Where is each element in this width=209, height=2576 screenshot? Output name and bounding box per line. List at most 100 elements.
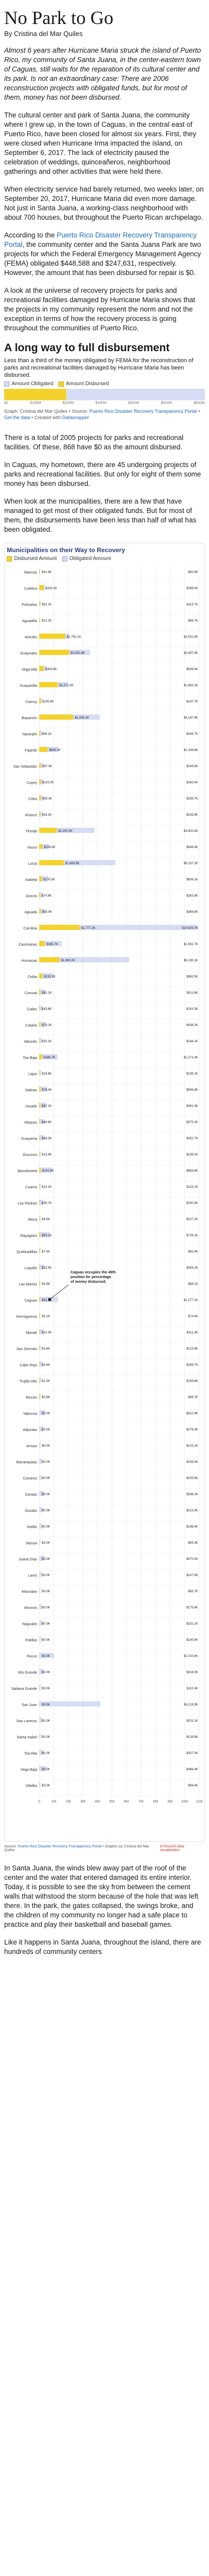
x-axis-tick: 11M: [195, 1800, 202, 1804]
municipality-label: Cataño: [25, 1024, 37, 1028]
obligated-bar: [39, 1167, 52, 1173]
obligated-value-label: $201.1K: [187, 1720, 198, 1723]
obligated-bar: [39, 1200, 44, 1205]
obligated-value-label: $318.0K: [187, 1671, 198, 1674]
source-portal-link[interactable]: Puerto Rico Disaster Recovery Transparen…: [89, 409, 197, 414]
get-data-link[interactable]: Get the data: [4, 415, 30, 420]
disbursed-value-label: $1,383.0K: [61, 959, 75, 962]
obligated-value-label: $110.3K: [187, 1687, 198, 1690]
lede-paragraph: Almost 6 years after Hurricane Maria str…: [4, 46, 201, 101]
disbursed-value-label: $32.1K: [42, 1040, 52, 1043]
disbursed-value-label: $78.4K: [42, 1089, 52, 1092]
obligated-value-label: $729.1K: [187, 1234, 198, 1237]
municipality-label: Toa Alta: [24, 1752, 37, 1756]
municipality-label: Corozal: [25, 992, 38, 995]
muni-source-prefix: Source:: [4, 1845, 18, 1848]
municipality-label: Morovis: [24, 1606, 37, 1610]
obligated-bar: [39, 1669, 44, 1674]
disbursed-value-label: $12.2K: [42, 619, 52, 623]
municipality-label: Fajardo: [25, 749, 37, 753]
obligated-bar: [39, 1151, 41, 1156]
muni-source-link[interactable]: Puerto Rico Disaster Recovery Transparen…: [18, 1845, 102, 1848]
municipality-label: Yauco: [27, 846, 37, 850]
obligated-value-label: $5,237.2K: [184, 862, 198, 865]
disbursed-value-label: $0.0K: [42, 1574, 50, 1577]
municipality-label: Coamo: [25, 1186, 37, 1189]
disbursed-bar: [39, 941, 45, 946]
disbursed-bar: [39, 925, 80, 930]
stack-axis-tick: $200M: [62, 401, 74, 405]
legend-disbursed: Amount Disbursed: [59, 381, 109, 387]
obligated-bar: [39, 731, 42, 736]
disbursed-value-label: $176.5K: [43, 878, 55, 881]
municipality-label: Quebradillas: [17, 1250, 38, 1254]
obligated-bar: [39, 1394, 41, 1399]
legend-swatch-obligated-muni: [62, 556, 67, 562]
obligated-bar: [39, 1604, 42, 1609]
flourish-credit[interactable]: A Flourish data visualization: [159, 1845, 184, 1852]
obligated-value-label: $113.7K: [187, 603, 198, 606]
stack-axis-tick: $100M: [30, 401, 41, 405]
obligated-value-label: $279.3K: [187, 1428, 198, 1432]
obligated-bar: [39, 1038, 42, 1043]
obligated-bar: [39, 1620, 43, 1626]
obligated-bar: [39, 1345, 41, 1351]
obligated-value-label: $4,167.9K: [184, 717, 198, 720]
obligated-value-label: $1,277.2K: [184, 1299, 198, 1302]
annotation-line: Caguas occupies the 46th: [71, 1271, 115, 1274]
obligated-bar: [39, 1491, 44, 1496]
disbursed-bar: [39, 650, 69, 655]
municipality-label: Añasco: [25, 814, 37, 817]
municipality-label: Guayama: [21, 1137, 37, 1141]
disbursed-value-label: $0.0K: [42, 1639, 50, 1642]
obligated-value-label: $175.6K: [187, 1606, 198, 1609]
disbursed-bar: [39, 1378, 40, 1383]
municipality-label: San Sebastián: [13, 765, 37, 769]
stack-axis: $0 $100M $200M $300M $400M $500M $600M: [4, 401, 205, 405]
article: No Park to Go By Cristina del Mar Quiles…: [4, 7, 205, 1955]
legend-swatch-disbursed: [59, 381, 64, 387]
obligated-value-label: $3,802.6K: [184, 830, 198, 833]
obligated-value-label: $86.7K: [188, 619, 198, 623]
obligated-bar: [39, 1572, 42, 1577]
municipality-label: Barceloneta: [18, 1170, 37, 1173]
transparency-portal-link[interactable]: Puerto Rico Disaster Recovery Transparen…: [4, 231, 197, 248]
disbursed-value-label: $215.2K: [44, 975, 55, 979]
disbursed-value-label: $2,335.1K: [75, 717, 89, 720]
source-sep-2: • Created with: [30, 415, 62, 420]
municipality-label: Bayamón: [21, 717, 37, 720]
x-axis-tick: 9M: [167, 1800, 172, 1804]
disbursed-bar: [39, 1297, 40, 1302]
municipality-label: Culebra: [24, 587, 37, 591]
municipality-label: Yabucoa: [23, 1412, 37, 1416]
municipality-label: Aguada: [25, 911, 37, 914]
stack-axis-tick: $0: [4, 401, 8, 405]
obligated-bar: [39, 617, 41, 623]
obligated-bar: [39, 892, 43, 898]
municipality-label: Canóvanas: [19, 943, 38, 947]
disbursed-bar: [39, 1167, 41, 1173]
datawrapper-link[interactable]: Datawrapper: [62, 415, 89, 420]
disbursed-value-label: $0.0K: [42, 1542, 50, 1545]
obligated-value-label: $368.6K: [187, 911, 198, 914]
obligated-bar: [39, 1054, 58, 1059]
x-axis-tick: 1M: [51, 1800, 56, 1804]
disbursed-value-label: $7.4K: [42, 1250, 50, 1254]
municipality-label: Ceiba: [28, 975, 37, 979]
obligated-value-label: $108.0K: [187, 1153, 198, 1156]
body-paragraph-4: A look at the universe of recovery proje…: [4, 287, 195, 332]
disbursed-bar: [39, 1345, 40, 1351]
obligated-bar: [39, 763, 43, 768]
obligated-bar: [39, 1265, 44, 1270]
obligated-value-label: $412.9K: [187, 1412, 198, 1415]
obligated-bar: [39, 828, 95, 833]
stack-chart-description: Less than a third of the money obligated…: [4, 357, 193, 378]
disbursed-value-label: $19.8K: [42, 1072, 52, 1076]
municipality-label: San Lorenzo: [16, 1720, 37, 1723]
obligated-value-label: $123.9K: [187, 1347, 198, 1351]
disbursed-bar: [39, 634, 65, 639]
disbursed-bar: [39, 1087, 41, 1092]
disbursed-value-label: $320.5K: [45, 587, 57, 590]
disbursed-value-label: $43.8K: [42, 1008, 52, 1011]
obligated-value-label: $3,497.9K: [184, 652, 198, 655]
